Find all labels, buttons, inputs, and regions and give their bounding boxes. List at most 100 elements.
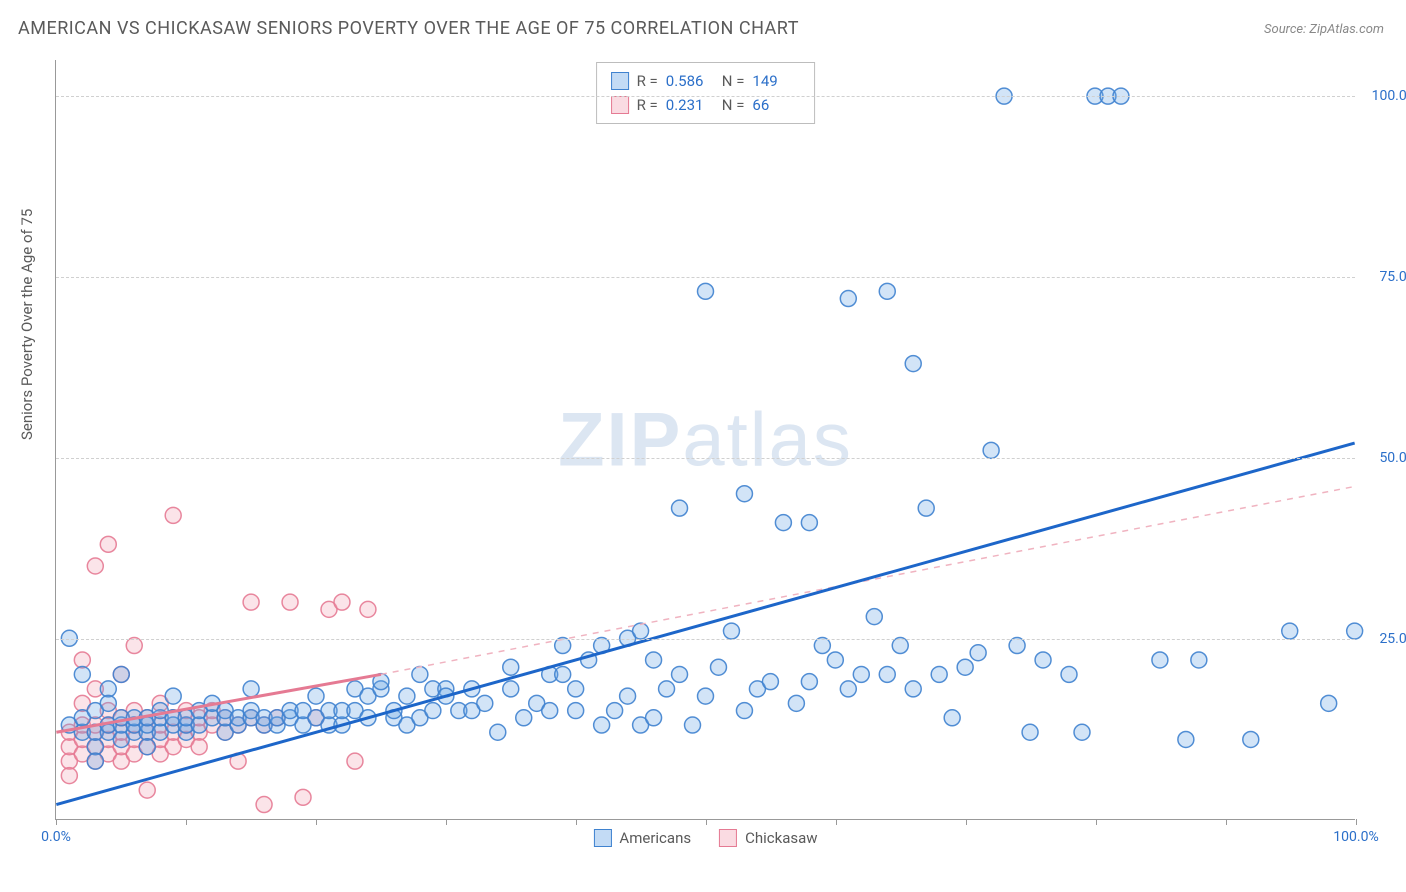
data-point — [840, 291, 856, 307]
data-point — [970, 645, 986, 661]
y-tick-label: 75.0% — [1379, 269, 1406, 285]
data-point — [710, 659, 726, 675]
data-point — [905, 681, 921, 697]
data-point — [736, 703, 752, 719]
data-point — [1243, 731, 1259, 747]
swatch-americans — [593, 829, 611, 847]
data-point — [100, 681, 116, 697]
data-point — [879, 283, 895, 299]
gridline — [56, 277, 1355, 278]
chart-svg — [56, 60, 1355, 819]
x-tick — [186, 819, 187, 825]
data-point — [74, 666, 90, 682]
data-point — [1282, 623, 1298, 639]
data-point — [594, 717, 610, 733]
data-point — [243, 594, 259, 610]
data-point — [801, 515, 817, 531]
data-point — [516, 710, 532, 726]
x-tick — [1096, 819, 1097, 825]
data-point — [905, 356, 921, 372]
gridline — [56, 458, 1355, 459]
data-point — [672, 666, 688, 682]
data-point — [568, 703, 584, 719]
x-tick — [966, 819, 967, 825]
data-point — [762, 674, 778, 690]
data-point — [282, 594, 298, 610]
data-point — [672, 500, 688, 516]
data-point — [801, 674, 817, 690]
data-point — [827, 652, 843, 668]
gridline — [56, 639, 1355, 640]
data-point — [1061, 666, 1077, 682]
x-tick — [56, 819, 57, 825]
data-point — [775, 515, 791, 531]
data-point — [685, 717, 701, 733]
swatch-chickasaw — [611, 96, 629, 114]
data-point — [1321, 695, 1337, 711]
data-point — [87, 558, 103, 574]
x-tick — [836, 819, 837, 825]
data-point — [918, 500, 934, 516]
data-point — [1191, 652, 1207, 668]
data-point — [698, 283, 714, 299]
data-point — [788, 695, 804, 711]
stats-n-label: N = — [722, 69, 745, 93]
data-point — [659, 681, 675, 697]
data-point — [308, 688, 324, 704]
y-tick-label: 50.0% — [1379, 450, 1406, 466]
data-point — [165, 507, 181, 523]
data-point — [723, 623, 739, 639]
legend-label-americans: Americans — [619, 829, 691, 847]
x-tick — [316, 819, 317, 825]
x-tick — [446, 819, 447, 825]
data-point — [503, 659, 519, 675]
x-tick-label: 100.0% — [1333, 829, 1378, 845]
x-tick — [1226, 819, 1227, 825]
legend-label-chickasaw: Chickasaw — [745, 829, 817, 847]
swatch-chickasaw — [719, 829, 737, 847]
data-point — [74, 652, 90, 668]
data-point — [853, 666, 869, 682]
data-point — [139, 739, 155, 755]
data-point — [490, 724, 506, 740]
data-point — [1152, 652, 1168, 668]
data-point — [256, 797, 272, 813]
data-point — [243, 681, 259, 697]
data-point — [568, 681, 584, 697]
data-point — [944, 710, 960, 726]
data-point — [957, 659, 973, 675]
y-tick-label: 25.0% — [1379, 631, 1406, 647]
stats-n-americans: 149 — [752, 69, 800, 93]
data-point — [191, 739, 207, 755]
data-point — [412, 666, 428, 682]
legend-item-chickasaw: Chickasaw — [719, 829, 817, 847]
data-point — [1178, 731, 1194, 747]
data-point — [347, 753, 363, 769]
trend-line — [56, 443, 1354, 804]
data-point — [840, 681, 856, 697]
data-point — [399, 688, 415, 704]
data-point — [100, 536, 116, 552]
data-point — [1347, 623, 1363, 639]
swatch-americans — [611, 72, 629, 90]
data-point — [503, 681, 519, 697]
legend-bottom: Americans Chickasaw — [593, 829, 817, 847]
y-axis-label: Seniors Poverty Over the Age of 75 — [18, 209, 36, 440]
x-tick — [706, 819, 707, 825]
data-point — [607, 703, 623, 719]
data-point — [334, 594, 350, 610]
x-tick — [1356, 819, 1357, 825]
data-point — [425, 703, 441, 719]
legend-item-americans: Americans — [593, 829, 691, 847]
data-point — [879, 666, 895, 682]
trend-line — [381, 486, 1355, 674]
data-point — [87, 739, 103, 755]
x-tick — [576, 819, 577, 825]
data-point — [1074, 724, 1090, 740]
data-point — [139, 782, 155, 798]
data-point — [736, 486, 752, 502]
data-point — [646, 652, 662, 668]
y-tick-label: 100.0% — [1372, 88, 1406, 104]
data-point — [165, 688, 181, 704]
data-point — [477, 695, 493, 711]
